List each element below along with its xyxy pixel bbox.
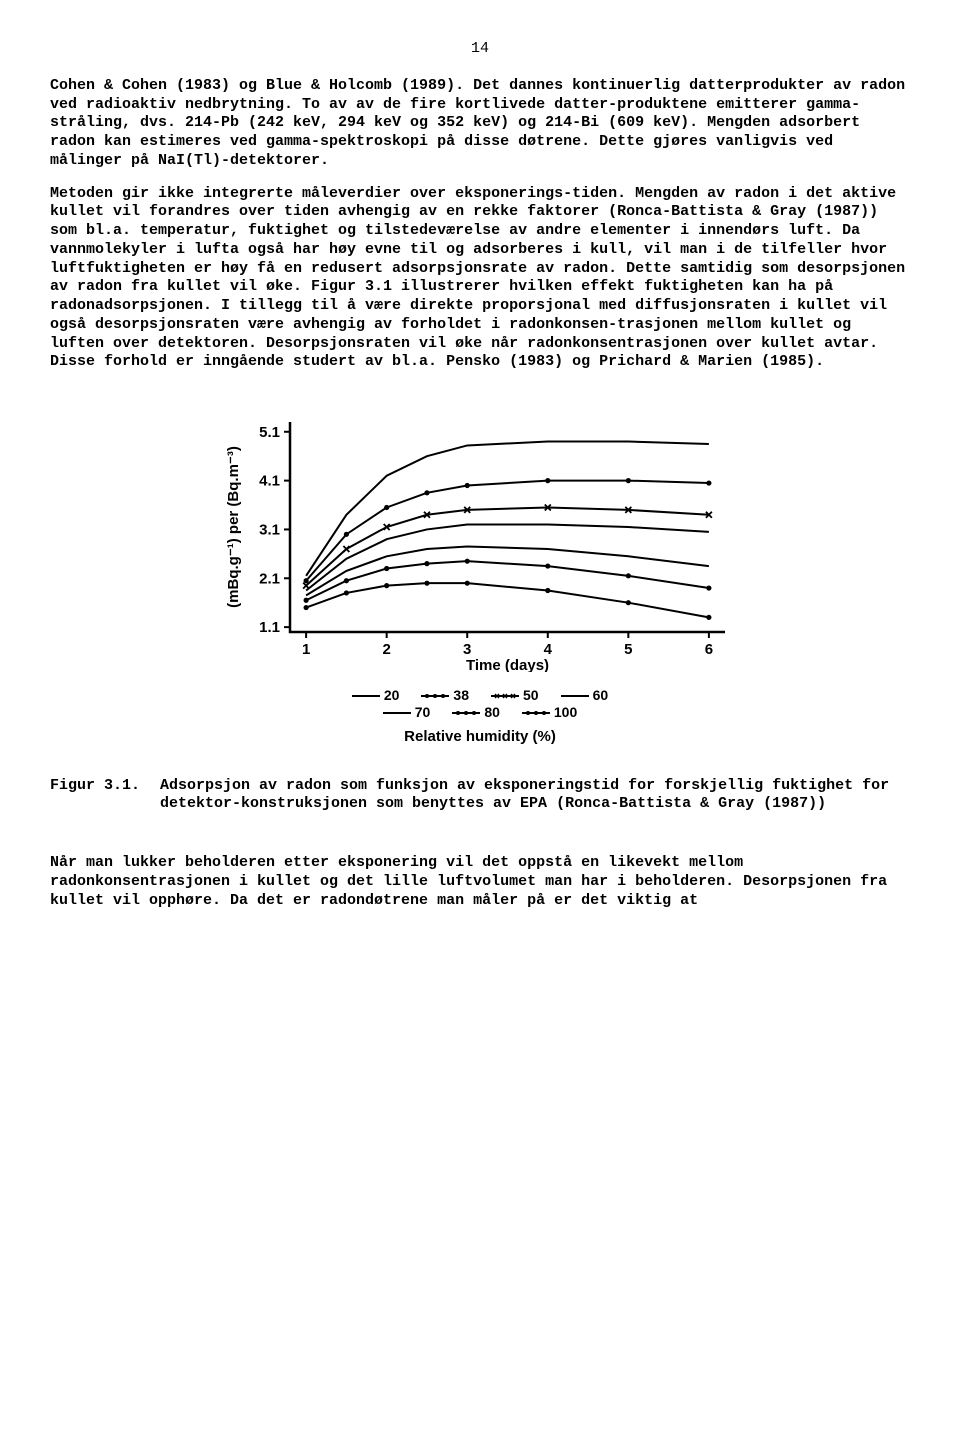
svg-text:5.1: 5.1 — [259, 424, 280, 441]
svg-text:3: 3 — [463, 641, 471, 658]
paragraph-3: Når man lukker beholderen etter eksponer… — [50, 854, 910, 910]
legend-item-60: 60 — [561, 687, 609, 705]
svg-text:2: 2 — [382, 641, 390, 658]
legend-item-38: 38 — [421, 687, 469, 705]
paragraph-1: Cohen & Cohen (1983) og Blue & Holcomb (… — [50, 77, 910, 171]
figure-text: Adsorpsjon av radon som funksjon av eksp… — [160, 777, 910, 815]
svg-text:1.1: 1.1 — [259, 619, 280, 636]
legend-title: Relative humidity (%) — [220, 728, 740, 747]
chart-figure: 1.1 2.1 3.1 4.1 5.1 1 2 3 4 5 6 Time (days) (mBq.g⁻¹… — [220, 412, 740, 747]
svg-text:(mBq.g⁻¹) per (Bq.m⁻³): (mBq.g⁻¹) per (Bq.m⁻³) — [225, 446, 242, 608]
svg-text:1: 1 — [302, 641, 310, 658]
figure-caption: Figur 3.1. Adsorpsjon av radon som funks… — [50, 777, 910, 815]
svg-text:3.1: 3.1 — [259, 521, 280, 538]
legend-item-80: 80 — [452, 704, 500, 722]
svg-text:4.1: 4.1 — [259, 473, 280, 490]
paragraph-2: Metoden gir ikke integrerte måleverdier … — [50, 185, 910, 373]
line-chart: 1.1 2.1 3.1 4.1 5.1 1 2 3 4 5 6 Time (days) (mBq.g⁻¹… — [220, 412, 740, 672]
svg-text:4: 4 — [544, 641, 553, 658]
legend-item-70: 70 — [383, 704, 431, 722]
legend-item-50: 50 — [491, 687, 539, 705]
svg-text:2.1: 2.1 — [259, 570, 280, 587]
svg-text:Time (days): Time (days) — [466, 657, 549, 672]
legend-item-100: 100 — [522, 704, 577, 722]
svg-text:6: 6 — [705, 641, 713, 658]
svg-text:5: 5 — [624, 641, 632, 658]
page-number: 14 — [50, 40, 910, 59]
figure-label: Figur 3.1. — [50, 777, 160, 815]
legend-item-20: 20 — [352, 687, 400, 705]
chart-legend: 20 38 50 60 70 80 100 Relative humidity (%) — [220, 687, 740, 747]
